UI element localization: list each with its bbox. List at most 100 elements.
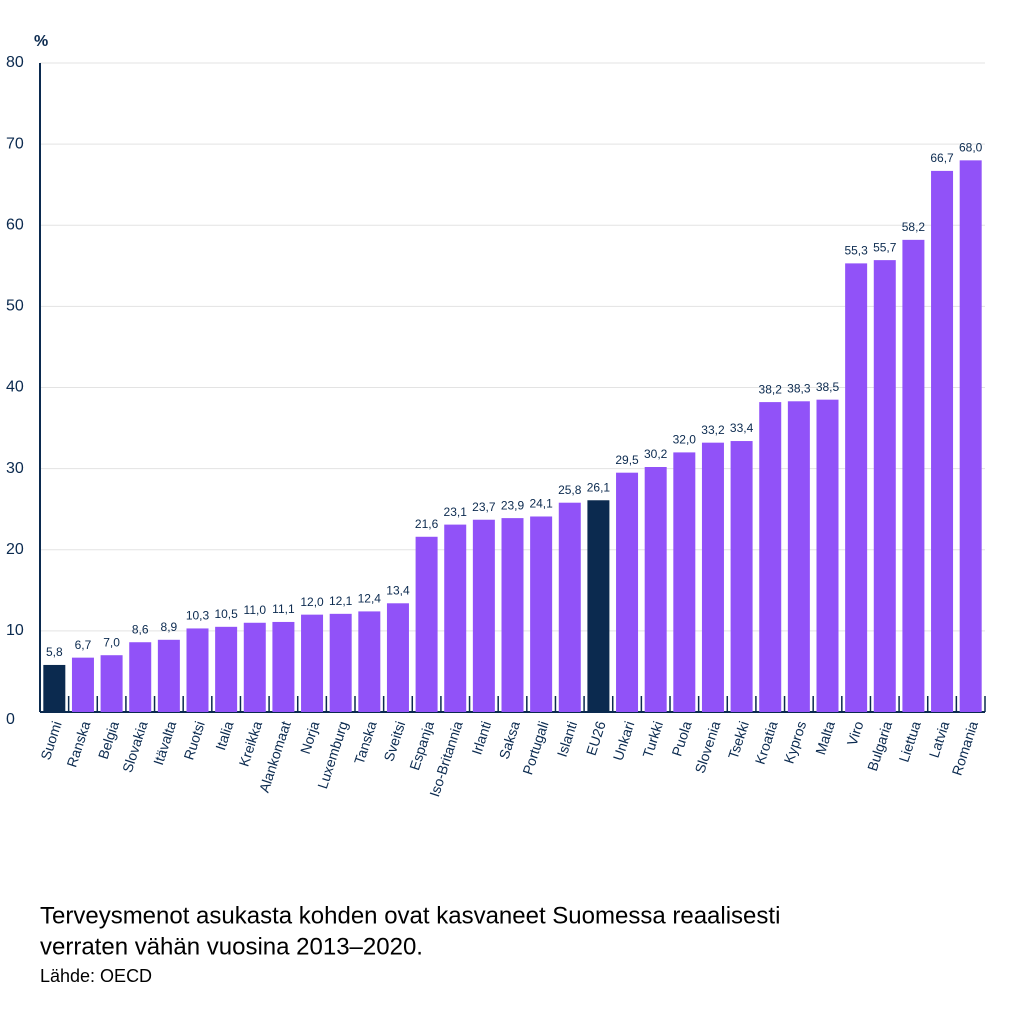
x-tick-label: Slovakia: [119, 719, 151, 774]
bar: [902, 239, 925, 713]
x-tick-label: Itävalta: [150, 719, 179, 767]
value-label: 66,7: [930, 151, 954, 165]
y-tick-label: 0: [6, 711, 15, 728]
value-label: 8,9: [161, 620, 178, 634]
value-label: 24,1: [529, 497, 553, 511]
x-tick-label: Espanja: [406, 719, 437, 772]
x-tick-label: Tanska: [351, 719, 380, 766]
x-tick-label: Viro: [844, 719, 867, 748]
x-tick-label: Sveitsi: [380, 719, 408, 763]
y-tick-label: 60: [6, 216, 24, 233]
y-tick-label: 20: [6, 541, 24, 558]
caption-line: verraten vähän vuosina 2013–2020.: [40, 933, 423, 960]
bar: [730, 441, 753, 712]
x-tick-label: Slovenia: [692, 719, 724, 775]
value-label: 7,0: [103, 635, 120, 649]
bar: [100, 655, 123, 712]
x-tick-label: Romania: [949, 719, 982, 777]
value-label: 12,0: [300, 595, 324, 609]
bar: [358, 611, 381, 712]
x-tick-label: Latvia: [926, 719, 953, 760]
value-label: 33,2: [701, 423, 725, 437]
bar: [759, 402, 782, 712]
bar: [673, 452, 696, 712]
x-tick-label: Portugali: [519, 719, 551, 777]
bar: [329, 613, 352, 712]
bar: [472, 519, 495, 712]
bar: [701, 442, 724, 712]
value-label: 23,1: [444, 505, 468, 519]
bar: [215, 626, 238, 712]
bar: [931, 170, 954, 713]
x-tick-label: Italia: [212, 719, 236, 752]
bar: [415, 536, 438, 712]
value-label: 26,1: [587, 480, 611, 494]
x-tick-label: Turkki: [639, 719, 666, 760]
x-tick-label: Islanti: [554, 719, 581, 759]
bar: [501, 518, 524, 712]
value-label: 38,5: [816, 380, 840, 394]
x-tick-label: Suomi: [37, 719, 64, 762]
y-tick-label: 40: [6, 379, 24, 396]
bar: [386, 603, 409, 712]
value-label: 38,2: [759, 382, 783, 396]
bar: [845, 263, 868, 712]
value-label: 32,0: [673, 433, 697, 447]
value-label: 13,4: [386, 583, 410, 597]
value-label: 55,7: [873, 240, 897, 254]
value-label: 5,8: [46, 645, 63, 659]
bar: [129, 642, 152, 712]
x-tick-label: Saksa: [496, 719, 523, 761]
x-tick-label: Kypros: [781, 719, 810, 765]
value-label: 38,3: [787, 381, 811, 395]
x-tick-label: EU26: [583, 719, 609, 757]
x-tick-label: Liettua: [896, 719, 924, 764]
x-tick-label: Ranska: [63, 719, 93, 769]
x-tick-label: Norja: [297, 719, 323, 756]
y-tick-label: 10: [6, 622, 24, 639]
y-tick-label: 70: [6, 135, 24, 152]
value-label: 10,5: [214, 607, 238, 621]
value-label: 68,0: [959, 141, 983, 155]
x-tick-label: Puola: [668, 719, 694, 758]
bar: [959, 160, 982, 713]
x-tick-label: Malta: [812, 719, 838, 757]
bar: [272, 621, 295, 712]
value-label: 21,6: [415, 517, 439, 531]
bar: [787, 401, 810, 712]
bar: [243, 622, 266, 712]
bar: [587, 500, 610, 712]
value-label: 12,4: [358, 592, 382, 606]
x-tick-label: Kroatia: [752, 719, 781, 766]
caption-line: Terveysmenot asukasta kohden ovat kasvan…: [40, 902, 780, 929]
value-label: 58,2: [902, 220, 926, 234]
value-label: 23,9: [501, 498, 525, 512]
value-label: 12,1: [329, 594, 353, 608]
x-tick-label: Tsekki: [725, 719, 752, 761]
bar: [444, 524, 467, 712]
bar: [186, 628, 209, 712]
value-label: 29,5: [615, 453, 639, 467]
bar: [43, 664, 66, 712]
value-label: 30,2: [644, 447, 668, 461]
x-tick-label: Bulgaria: [864, 719, 895, 773]
x-tick-label: Irlanti: [468, 719, 494, 757]
value-label: 33,4: [730, 421, 754, 435]
value-label: 23,7: [472, 500, 496, 514]
y-tick-label: 50: [6, 298, 24, 315]
bar: [873, 260, 896, 712]
value-label: 6,7: [75, 638, 92, 652]
y-tick-label: 30: [6, 460, 24, 477]
value-label: 10,3: [186, 609, 210, 623]
x-tick-label: Unkari: [610, 719, 638, 762]
bar: [301, 614, 324, 712]
bar: [644, 467, 667, 712]
y-unit: %: [34, 33, 48, 50]
value-label: 11,1: [272, 602, 295, 616]
x-tick-label: Belgia: [95, 719, 122, 761]
bar: [71, 657, 94, 712]
source: Lähde: OECD: [40, 966, 152, 986]
x-tick-label: Kreikka: [236, 719, 266, 769]
